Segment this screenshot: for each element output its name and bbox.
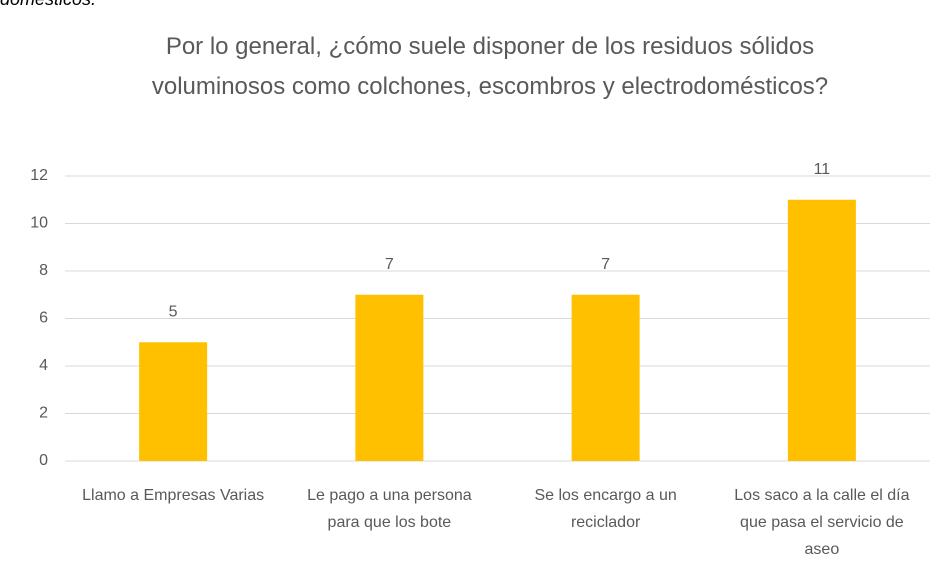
data-label: 11 [814, 161, 831, 178]
y-tick-label: 6 [39, 310, 48, 327]
y-tick-label: 0 [39, 452, 48, 469]
x-tick-label: Le pago a una persona para que los bote [307, 487, 472, 531]
data-label: 5 [169, 303, 178, 320]
x-tick-label: Los saco a la calle el día que pasa el s… [734, 487, 910, 558]
y-tick-label: 2 [39, 405, 48, 422]
bar [355, 294, 424, 461]
x-tick-label: Llamo a Empresas Varias [82, 487, 265, 504]
data-label: 7 [385, 256, 394, 273]
chart-title: Por lo general, ¿cómo suele disponer de … [151, 33, 829, 100]
bar [139, 342, 208, 461]
y-tick-label: 8 [39, 262, 48, 279]
bar [787, 199, 856, 461]
data-label: 7 [601, 256, 610, 273]
x-tick-label: Se los encargo a un reciclador [534, 487, 677, 531]
caption: domésticos. [0, 0, 96, 10]
y-tick-label: 10 [30, 215, 48, 232]
bar [571, 294, 640, 461]
y-tick-label: 4 [39, 357, 48, 374]
y-tick-label: 12 [30, 167, 48, 184]
